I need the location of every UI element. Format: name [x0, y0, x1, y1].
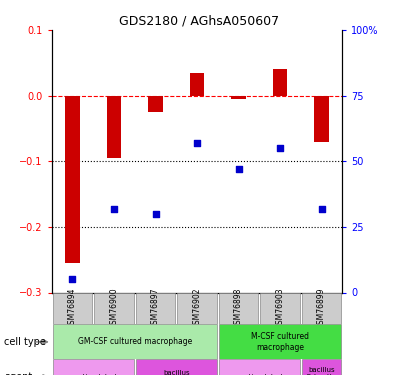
Bar	[314, 96, 329, 142]
Text: GSM76903: GSM76903	[275, 288, 285, 329]
Bar	[273, 69, 287, 96]
Point	[235, 166, 242, 172]
Bar	[136, 359, 217, 375]
Text: agent: agent	[4, 372, 32, 375]
Bar	[148, 96, 163, 112]
Bar	[65, 96, 80, 263]
Bar	[219, 292, 258, 324]
Bar	[302, 292, 341, 324]
Bar	[94, 292, 134, 324]
Point	[318, 206, 325, 212]
Text: GDS2180 / AGhsA050607: GDS2180 / AGhsA050607	[119, 15, 279, 28]
Bar	[219, 359, 300, 375]
Text: M-CSF cultured
macrophage: M-CSF cultured macrophage	[251, 332, 309, 352]
Text: unstimulated: unstimulated	[236, 374, 283, 375]
Text: GSM76900: GSM76900	[109, 288, 119, 329]
Bar	[177, 292, 217, 324]
Bar	[190, 73, 204, 96]
Text: cell type: cell type	[4, 337, 46, 347]
Bar	[107, 96, 121, 158]
Point	[194, 140, 200, 146]
Text: GSM76902: GSM76902	[193, 288, 201, 329]
Point	[152, 211, 159, 217]
Bar	[53, 292, 92, 324]
Text: bacillus
Calmette
-Guerin: bacillus Calmette -Guerin	[306, 367, 338, 375]
Bar	[219, 324, 341, 359]
Text: GSM76894: GSM76894	[68, 288, 77, 329]
Text: GSM76897: GSM76897	[151, 288, 160, 329]
Point	[69, 276, 76, 282]
Text: GSM76898: GSM76898	[234, 288, 243, 329]
Text: unstimulated: unstimulated	[70, 374, 116, 375]
Text: bacillus
Calmette-Guerin: bacillus Calmette-Guerin	[147, 370, 205, 375]
Text: GM-CSF cultured macrophage: GM-CSF cultured macrophage	[78, 338, 192, 346]
Bar	[260, 292, 300, 324]
Bar	[302, 359, 341, 375]
Bar	[231, 96, 246, 99]
Bar	[53, 359, 134, 375]
Text: GSM76899: GSM76899	[317, 288, 326, 329]
Bar	[136, 292, 176, 324]
Bar	[53, 324, 217, 359]
Point	[111, 206, 117, 212]
Point	[277, 145, 283, 151]
